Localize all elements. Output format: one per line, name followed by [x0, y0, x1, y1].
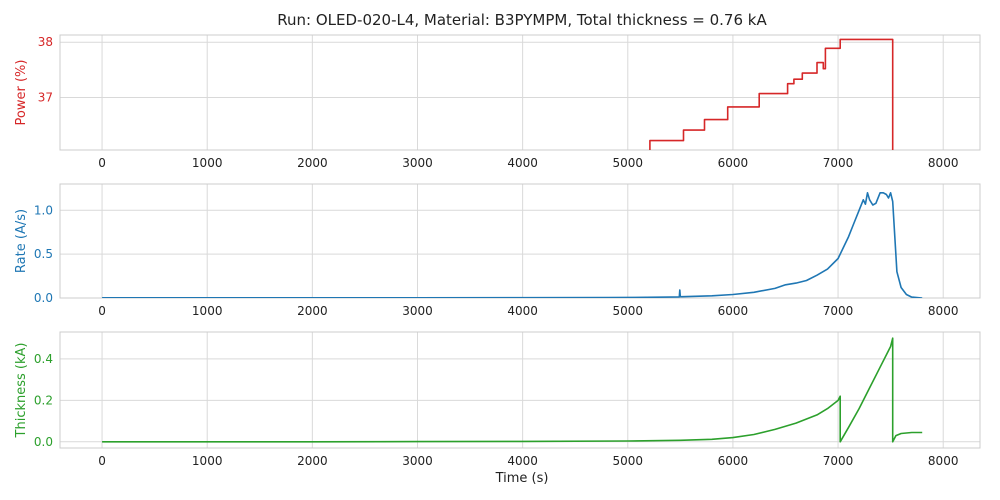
thickness-xtick-label: 7000: [823, 454, 854, 468]
rate-xtick-label: 7000: [823, 304, 854, 318]
power-xtick-label: 4000: [507, 156, 538, 170]
thickness-series-line: [102, 337, 923, 443]
rate-xtick-label: 4000: [507, 304, 538, 318]
power-xtick-label: 3000: [402, 156, 433, 170]
power-y-axis-label: Power (%): [14, 60, 29, 126]
power-xtick-label: 1000: [192, 156, 223, 170]
thickness-ytick-label: 0.4: [34, 352, 53, 366]
power-plot-frame: [59, 34, 981, 151]
thickness-xtick-label: 5000: [612, 454, 643, 468]
rate-ytick-label: 0.5: [34, 247, 53, 261]
thickness-xtick-label: 4000: [507, 454, 538, 468]
rate-y-axis-label: Rate (A/s): [14, 209, 29, 273]
thickness-ytick-label: 0.0: [34, 435, 53, 449]
rate-xtick-label: 5000: [612, 304, 643, 318]
thickness-ytick-label: 0.2: [34, 393, 53, 407]
power-ytick-label: 38: [38, 35, 53, 49]
rate-xtick-label: 1000: [192, 304, 223, 318]
power-xtick-label: 0: [98, 156, 106, 170]
thickness-plot-frame: [59, 331, 981, 449]
rate-xtick-label: 8000: [928, 304, 959, 318]
thickness-xtick-label: 0: [98, 454, 106, 468]
thickness-xtick-label: 1000: [192, 454, 223, 468]
power-xtick-label: 8000: [928, 156, 959, 170]
thickness-xtick-label: 8000: [928, 454, 959, 468]
thickness-panel: 0 1000 2000 3000 4000 5000 6000 7000 8000 0.0 0.2 0…: [14, 331, 981, 468]
rate-panel: 0 1000 2000 3000 4000 5000 6000 7000 8000 0.0 0.5 1…: [14, 183, 981, 318]
power-xtick-label: 7000: [823, 156, 854, 170]
thickness-xtick-label: 2000: [297, 454, 328, 468]
rate-plot-frame: [59, 183, 981, 299]
power-series-line: [649, 38, 894, 150]
x-axis-label: Time (s): [495, 471, 549, 486]
power-panel: 0 1000 2000 3000 4000 5000 6000 7000 8000 37 38 Pow…: [14, 34, 981, 170]
thickness-y-axis-label: Thickness (kA): [14, 343, 29, 439]
rate-xtick-label: 0: [98, 304, 106, 318]
rate-ytick-label: 1.0: [34, 203, 53, 217]
thickness-xtick-label: 6000: [718, 454, 749, 468]
rate-ytick-label: 0.0: [34, 291, 53, 305]
power-xtick-label: 2000: [297, 156, 328, 170]
power-xtick-label: 5000: [612, 156, 643, 170]
power-xtick-label: 6000: [718, 156, 749, 170]
rate-xtick-label: 2000: [297, 304, 328, 318]
thickness-xtick-label: 3000: [402, 454, 433, 468]
power-ytick-label: 37: [38, 90, 53, 104]
rate-xtick-label: 6000: [718, 304, 749, 318]
rate-series-line: [102, 192, 923, 298]
rate-xtick-label: 3000: [402, 304, 433, 318]
figure-title: Run: OLED-020-L4, Material: B3PYMPM, Tot…: [277, 11, 767, 29]
